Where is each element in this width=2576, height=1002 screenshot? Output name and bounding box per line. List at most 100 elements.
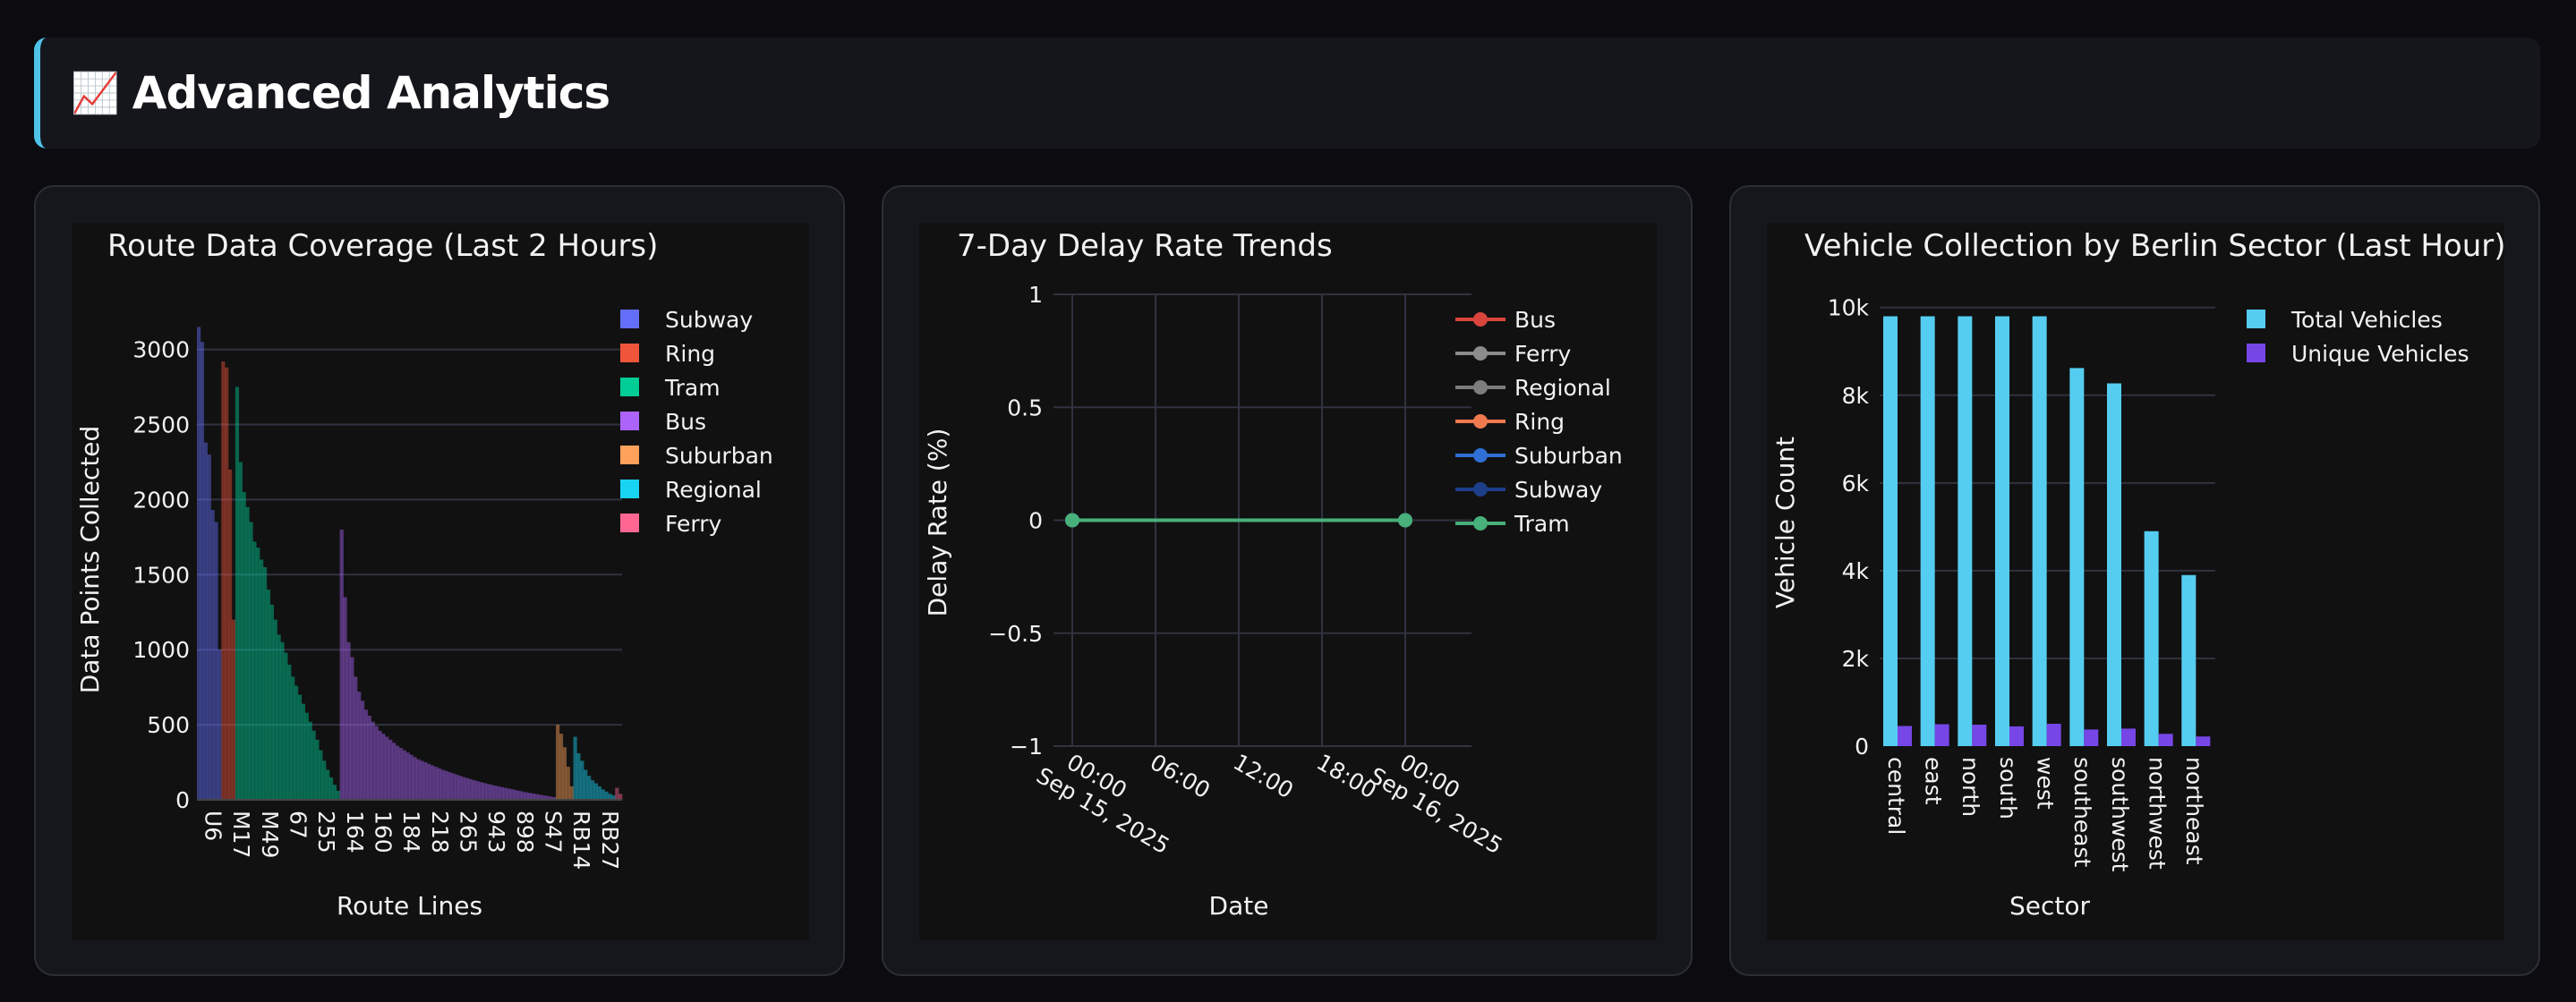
coverage-bar-bus <box>440 769 445 800</box>
y-axis-label: Data Points Collected <box>75 426 105 694</box>
coverage-bar-bus <box>433 767 438 800</box>
legend-swatch-regional <box>620 480 639 498</box>
coverage-bar-bus <box>388 739 393 800</box>
y-tick-label: 0 <box>1028 508 1043 534</box>
coverage-bar-bus <box>499 786 504 800</box>
coverage-bar-tram <box>273 619 277 800</box>
legend-label-tram: Tram <box>664 375 721 401</box>
coverage-bar-bus <box>405 752 410 800</box>
coverage-bar-ring <box>225 367 229 800</box>
coverage-bar-tram <box>336 790 340 800</box>
bar-unique-vehicles <box>2121 728 2136 746</box>
legend-label-bus: Bus <box>665 409 706 435</box>
coverage-bar-bus <box>437 768 441 800</box>
chart-title: Vehicle Collection by Berlin Sector (Las… <box>1804 228 2504 264</box>
data-point-tram <box>1065 513 1079 528</box>
bar-total-vehicles <box>2144 531 2159 746</box>
coverage-bar-bus <box>492 785 498 800</box>
y-tick-label: 10k <box>1828 295 1870 321</box>
y-tick-label: −0.5 <box>988 621 1043 647</box>
bar-unique-vehicles <box>1898 726 1912 746</box>
coverage-bar-regional <box>604 791 609 800</box>
y-tick-label: 2000 <box>132 487 190 513</box>
x-tick-label: 67 <box>286 811 311 839</box>
coverage-bar-bus <box>402 750 406 800</box>
route-coverage-chart: Route Data Coverage (Last 2 Hours) 0 500 10… <box>75 228 773 921</box>
legend-label-regional: Regional <box>665 477 762 503</box>
coverage-bar-bus <box>475 781 480 800</box>
coverage-bar-subway <box>210 510 215 800</box>
legend-swatch-total-vehicles <box>2247 310 2265 328</box>
coverage-bar-bus <box>346 641 351 800</box>
legend-label-bus: Bus <box>1514 307 1556 333</box>
coverage-bar-ferry <box>615 787 619 800</box>
y-tick-label: 0.5 <box>1007 395 1043 420</box>
coverage-bar-tram <box>280 641 285 800</box>
x-tick-label: 184 <box>398 811 424 853</box>
y-tick-label: 1500 <box>132 562 190 588</box>
y-tick-label: 1 <box>1028 282 1043 308</box>
x-tick-label: west <box>2033 757 2059 810</box>
coverage-bar-subway <box>214 522 218 800</box>
bar-unique-vehicles <box>2046 723 2061 746</box>
chart-title: Route Data Coverage (Last 2 Hours) <box>107 228 658 264</box>
coverage-bar-tram <box>332 785 337 800</box>
coverage-bar-bus <box>521 791 525 800</box>
coverage-bar-bus <box>413 757 417 800</box>
coverage-bar-bus <box>482 783 487 800</box>
coverage-bar-subway <box>218 650 222 800</box>
page-title: Advanced Analytics <box>132 67 610 119</box>
coverage-bar-tram <box>328 777 334 800</box>
coverage-bar-bus <box>458 776 463 800</box>
coverage-bar-bus <box>496 785 501 800</box>
coverage-bar-tram <box>326 769 330 800</box>
bar-unique-vehicles <box>2196 736 2211 746</box>
analytics-header: 📈 Advanced Analytics <box>34 38 2540 149</box>
coverage-bar-bus <box>448 772 452 800</box>
coverage-bar-tram <box>262 566 268 800</box>
coverage-bar-tram <box>301 703 305 800</box>
coverage-bar-bus <box>542 794 546 800</box>
y-tick-label: 3000 <box>132 337 190 363</box>
y-axis-label: Vehicle Count <box>1770 437 1800 608</box>
coverage-bar-bus <box>354 676 358 800</box>
coverage-bar-regional <box>573 736 577 800</box>
coverage-bar-bus <box>461 777 466 800</box>
coverage-bar-regional <box>587 776 592 800</box>
coverage-bar-ring <box>231 619 236 800</box>
coverage-bar-bus <box>357 692 362 800</box>
coverage-bar-bus <box>455 774 459 800</box>
coverage-bar-bus <box>479 782 483 800</box>
delay-trends-card: 7-Day Delay Rate Trends −1 −0.5 0 0.5 1 Delay … <box>882 185 1693 976</box>
coverage-bar-bus <box>517 790 522 800</box>
legend-marker-ferry <box>1473 346 1488 361</box>
x-tick-label: east <box>1921 757 1947 805</box>
bar-total-vehicles <box>1958 316 1973 746</box>
legend-label-total-vehicles: Total Vehicles <box>2290 307 2443 333</box>
coverage-bar-regional <box>597 785 601 800</box>
coverage-bar-tram <box>256 548 260 800</box>
bar-total-vehicles <box>1883 316 1898 746</box>
coverage-bar-bus <box>398 748 404 800</box>
x-tick-label: 160 <box>371 811 397 853</box>
coverage-bar-bus <box>490 785 494 800</box>
x-tick-label: 12:00 <box>1229 749 1298 803</box>
coverage-bar-suburban <box>569 785 574 800</box>
delay-trends-plot: 7-Day Delay Rate Trends −1 −0.5 0 0.5 1 Delay … <box>919 223 1657 940</box>
coverage-bar-tram <box>242 491 246 800</box>
coverage-bar-tram <box>308 721 312 800</box>
x-tick-label: U6 <box>200 811 226 841</box>
x-tick-label: 255 <box>313 811 339 853</box>
coverage-bar-regional <box>608 794 612 800</box>
coverage-bar-subway <box>207 454 211 800</box>
coverage-bar-tram <box>311 730 316 800</box>
coverage-bar-bus <box>524 792 529 800</box>
legend-marker-bus <box>1473 312 1488 327</box>
coverage-bar-suburban <box>562 747 567 800</box>
coverage-bar-bus <box>426 763 431 800</box>
x-tick-label: 265 <box>456 811 482 853</box>
y-tick-label: 2500 <box>132 412 190 437</box>
x-tick-label: 943 <box>483 811 509 853</box>
coverage-bar-ring <box>221 361 226 800</box>
x-tick-label: 898 <box>512 811 538 853</box>
